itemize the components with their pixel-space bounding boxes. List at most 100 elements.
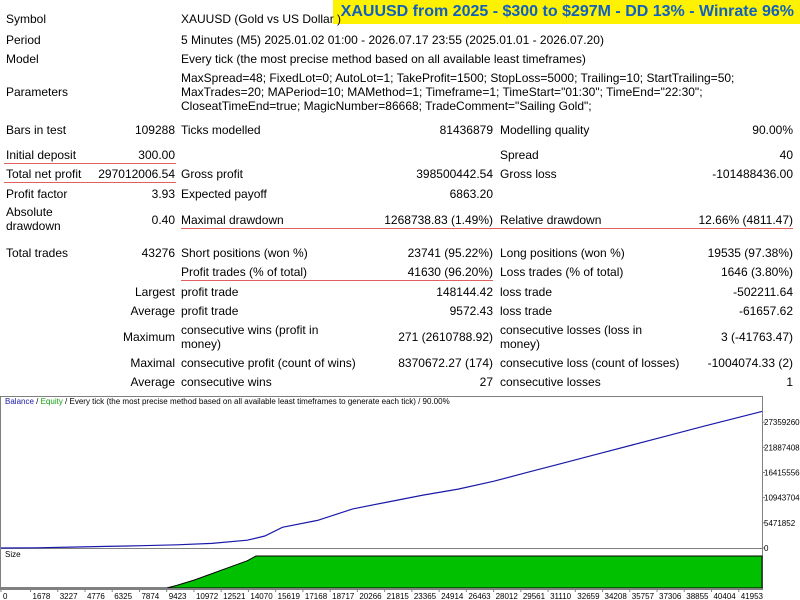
maximum-label: Maximum xyxy=(122,330,175,344)
x-tick-label: 29561 xyxy=(523,592,546,600)
spread-label: Spread xyxy=(500,148,539,162)
long-label: Long positions (won %) xyxy=(500,246,625,260)
max-wins-label: consecutive wins (profit in money) xyxy=(181,323,319,351)
y-tick-label: 10943704 xyxy=(764,494,800,503)
y-tick-label: 21887408 xyxy=(764,443,800,452)
chart-title-rest: / Every tick (the most precise method ba… xyxy=(62,397,450,406)
ticks-label: Ticks modelled xyxy=(181,123,261,137)
x-tick-label: 4776 xyxy=(87,592,105,600)
short-value: 23741 (95.22%) xyxy=(407,246,493,260)
maximal-profit-value: 8370672.27 (174) xyxy=(398,356,493,370)
x-tick-label: 37306 xyxy=(659,592,682,600)
x-tick-label: 40404 xyxy=(713,592,736,600)
grossprofit-value: 398500442.54 xyxy=(416,167,493,181)
x-tick-label: 1678 xyxy=(33,592,51,600)
x-axis-ticks: 0 1678 3227 4776 6325 7874 9423 10972 12521 14070… xyxy=(0,589,764,600)
largest-profit-value: 148144.42 xyxy=(436,285,493,299)
balance-line xyxy=(0,410,763,549)
period-label: Period xyxy=(6,33,41,47)
ptrades-underline xyxy=(181,280,493,281)
ptrades-value: 41630 (96.20%) xyxy=(407,265,493,279)
ep-label: Expected payoff xyxy=(181,187,267,201)
symbol-label: Symbol xyxy=(6,12,47,26)
avg-losses-value: 1 xyxy=(786,375,793,389)
average-profit-value: 9572.43 xyxy=(449,304,493,318)
x-tick-label: 41953 xyxy=(741,592,764,600)
chart-title: Balance / Equity / Every tick (the most … xyxy=(5,397,450,406)
x-tick-label: 7874 xyxy=(141,592,159,600)
x-tick-label: 31110 xyxy=(550,592,572,600)
deposit-underline xyxy=(4,163,176,164)
x-tick-label: 35757 xyxy=(632,592,655,600)
x-tick-label: 9423 xyxy=(169,592,187,600)
max-losses-label: consecutive losses (loss in money) xyxy=(500,323,643,351)
ep-value: 6863.20 xyxy=(449,187,493,201)
ptrades-label: Profit trades (% of total) xyxy=(181,265,308,279)
avg-wins-label: consecutive wins xyxy=(181,375,272,389)
y-tick-label: 16415556 xyxy=(764,468,800,477)
x-tick-label: 28012 xyxy=(496,592,519,600)
grossloss-label: Gross loss xyxy=(500,167,557,181)
size-area xyxy=(1,555,763,589)
balance-plot-frame xyxy=(0,396,763,549)
pf-value: 3.93 xyxy=(151,187,175,201)
x-tick-label: 23365 xyxy=(414,592,437,600)
chart-canvas: 0 5471852 10943704 16415556 21887408 27359260… xyxy=(0,396,800,600)
absdd-value: 0.40 xyxy=(151,213,175,227)
netprofit-underline xyxy=(4,182,176,183)
chart-title-equity: Equity xyxy=(40,397,63,406)
ticks-value: 81436879 xyxy=(439,123,493,137)
x-tick-label: 12521 xyxy=(223,592,246,600)
average-consecutive-label: Average xyxy=(130,375,175,389)
avg-wins-value: 27 xyxy=(479,375,493,389)
ltrades-label: Loss trades (% of total) xyxy=(500,265,624,279)
x-tick-label: 0 xyxy=(3,592,8,600)
chart-title-balance: Balance xyxy=(5,397,34,406)
grossprofit-label: Gross profit xyxy=(181,167,244,181)
period-value: 5 Minutes (M5) 2025.01.02 01:00 - 2026.0… xyxy=(181,33,604,47)
ltrades-value: 1646 (3.80%) xyxy=(720,265,793,279)
quality-value: 90.00% xyxy=(752,123,793,137)
average-profit-label: profit trade xyxy=(181,304,239,318)
maxdd-label: Maximal drawdown xyxy=(181,213,284,227)
balance-chart: 0 5471852 10943704 16415556 21887408 27359260… xyxy=(0,396,800,600)
x-tick-label: 6325 xyxy=(114,592,132,600)
trades-value: 43276 xyxy=(141,246,175,260)
bars-value: 109288 xyxy=(134,123,175,137)
title-banner: XAUUSD from 2025 - $300 to $297M - DD 13… xyxy=(332,0,800,24)
quality-label: Modelling quality xyxy=(500,123,590,137)
x-tick-label: 21815 xyxy=(387,592,410,600)
max-losses-value: 3 (-41763.47) xyxy=(720,330,793,344)
max-wins-value: 271 (2610788.92) xyxy=(398,330,493,344)
x-tick-label: 24914 xyxy=(441,592,464,600)
average-loss-value: -61657.62 xyxy=(738,304,793,318)
symbol-value: XAUUSD (Gold vs US Dollar ) xyxy=(181,12,342,26)
x-tick-label: 14070 xyxy=(250,592,273,600)
maximal-loss-label: consecutive loss (count of losses) xyxy=(500,356,680,370)
deposit-value: 300.00 xyxy=(138,148,175,162)
avg-losses-label: consecutive losses xyxy=(500,375,601,389)
maximal-profit-label: consecutive profit (count of wins) xyxy=(181,356,356,370)
y-tick-label: 5471852 xyxy=(764,519,796,528)
maximal-label: Maximal xyxy=(130,356,175,370)
grossloss-value: -101488436.00 xyxy=(712,167,793,181)
x-tick-label: 26463 xyxy=(468,592,491,600)
x-tick-label: 34208 xyxy=(605,592,628,600)
x-tick-label: 38855 xyxy=(686,592,709,600)
size-label: Size xyxy=(5,550,21,559)
x-tick-label: 20266 xyxy=(359,592,382,600)
reldd-label: Relative drawdown xyxy=(500,213,602,227)
y-tick-label: 27359260 xyxy=(764,418,800,427)
largest-label: Largest xyxy=(134,285,175,299)
maximal-loss-value: -1004074.33 (2) xyxy=(707,356,793,370)
parameters-line-2: MaxTrades=20; MAPeriod=10; MAMethod=1; T… xyxy=(181,85,703,99)
parameters-line-1: MaxSpread=48; FixedLot=0; AutoLot=1; Tak… xyxy=(181,71,735,85)
average-loss-label: loss trade xyxy=(500,304,553,318)
netprofit-label: Total net profit xyxy=(6,167,82,181)
x-tick-label: 18717 xyxy=(332,592,355,600)
x-tick-label: 32659 xyxy=(577,592,600,600)
spread-value: 40 xyxy=(779,148,793,162)
x-tick-label: 10972 xyxy=(196,592,219,600)
pf-label: Profit factor xyxy=(6,187,68,201)
chart-title-sep: / xyxy=(33,397,41,406)
